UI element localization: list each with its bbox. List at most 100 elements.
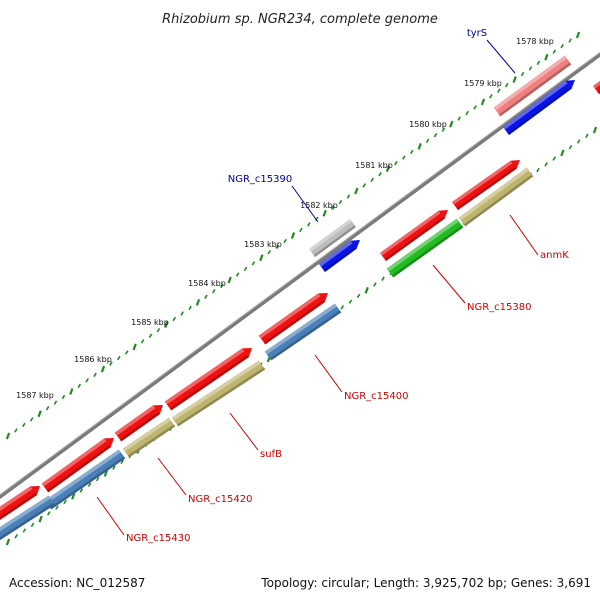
ruler-tick bbox=[348, 299, 353, 304]
ruler-tick bbox=[417, 143, 422, 150]
ruler-tick bbox=[528, 66, 533, 71]
gene-NGR_c15400-red[interactable] bbox=[258, 293, 328, 345]
gene-NGR_c15390[interactable] bbox=[309, 218, 356, 258]
gene-label-leader bbox=[96, 496, 125, 536]
gene-label[interactable]: anmK bbox=[540, 250, 569, 261]
ruler-tick bbox=[457, 116, 462, 121]
ruler-tick bbox=[156, 327, 161, 333]
ruler-tick bbox=[356, 293, 361, 299]
ruler-tick bbox=[425, 138, 430, 144]
gene-NGR_c15430[interactable] bbox=[0, 495, 56, 545]
ruler-tick bbox=[85, 378, 89, 383]
ruler-tick bbox=[585, 133, 589, 138]
ruler-tick bbox=[172, 316, 177, 322]
gene-NGR_c15390-blue[interactable] bbox=[319, 240, 360, 273]
gene-label[interactable]: tyrS bbox=[467, 28, 487, 39]
gene-edge-red[interactable] bbox=[593, 76, 600, 95]
ruler-tick bbox=[536, 167, 540, 173]
ruler-tick bbox=[53, 400, 58, 405]
ruler-tick bbox=[55, 505, 59, 510]
ruler-tick bbox=[299, 227, 303, 233]
ruler-tick bbox=[77, 383, 82, 389]
kbp-label-group: 1578 kbp 1579 kbp 1580 kbp 1581 kbp 1582 kbp… bbox=[16, 37, 554, 400]
ruler-tick bbox=[480, 98, 486, 106]
ruler-tick bbox=[465, 110, 469, 116]
ruler-tick bbox=[112, 465, 116, 470]
ruler-tick bbox=[61, 394, 66, 400]
gene-NGR_c15400[interactable] bbox=[264, 303, 342, 361]
ruler-tick bbox=[373, 282, 377, 287]
gene-label[interactable]: NGR_c15400 bbox=[344, 391, 409, 402]
kbp-label: 1579 kbp bbox=[464, 79, 502, 88]
accession-text: Accession: NC_012587 bbox=[9, 576, 146, 590]
ruler-tick bbox=[560, 149, 565, 157]
ruler-tick bbox=[204, 294, 208, 299]
ruler-tick bbox=[520, 71, 525, 77]
ruler-tick bbox=[103, 469, 108, 477]
gene-NGR_c15430-red[interactable] bbox=[41, 438, 114, 493]
kbp-label: 1581 kbp bbox=[355, 161, 393, 170]
ruler-tick bbox=[37, 410, 42, 418]
gene-NGR_c15420-red[interactable] bbox=[114, 405, 163, 442]
ruler-tick bbox=[46, 511, 51, 516]
ruler-tick bbox=[385, 165, 391, 173]
ruler-tick bbox=[251, 261, 256, 266]
gene-NGR_c15430[interactable] bbox=[44, 449, 126, 510]
ruler-tick bbox=[38, 515, 43, 523]
map-title: Rhizobium sp. NGR234, complete genome bbox=[162, 12, 438, 27]
ruler-tick bbox=[409, 149, 414, 155]
ruler-tick bbox=[330, 205, 335, 210]
gene-tyrS-blue[interactable] bbox=[503, 80, 575, 136]
gene-anmK-red[interactable] bbox=[452, 160, 520, 211]
ruler-tick bbox=[45, 405, 50, 411]
ruler-tick bbox=[370, 177, 374, 183]
ruler-tick bbox=[87, 482, 92, 487]
gene-anmK[interactable] bbox=[458, 167, 534, 227]
gene-label-leader bbox=[432, 264, 466, 304]
ruler-tick bbox=[227, 276, 232, 284]
gene-label[interactable]: NGR_c15420 bbox=[188, 494, 253, 505]
ruler-tick bbox=[512, 76, 517, 83]
genome-summary-text: Topology: circular; Length: 3,925,702 bp… bbox=[261, 576, 591, 590]
ruler-tick bbox=[473, 105, 477, 110]
ruler-tick bbox=[29, 417, 34, 422]
ruler-tick bbox=[346, 194, 351, 199]
gene-group bbox=[0, 55, 600, 545]
ruler-tick bbox=[449, 120, 454, 128]
ruler-tick bbox=[120, 459, 124, 465]
gene-label[interactable]: NGR_c15390 bbox=[228, 174, 293, 185]
ruler-tick bbox=[195, 298, 201, 306]
ruler-tick bbox=[148, 333, 153, 338]
ruler-tick bbox=[354, 187, 359, 195]
gene-label-group: tyrS NGR_c15390 anmK NGR_c15380 NGR_c15400su… bbox=[96, 28, 569, 544]
ruler-tick bbox=[433, 133, 438, 138]
ruler-tick bbox=[381, 276, 385, 281]
ruler-tick bbox=[219, 283, 224, 288]
ruler-tick bbox=[364, 286, 369, 294]
ruler-tick bbox=[93, 372, 97, 377]
gene-NGR_c15430-red[interactable] bbox=[0, 486, 40, 524]
ruler-tick bbox=[14, 534, 18, 539]
gene-sufB[interactable] bbox=[171, 360, 266, 427]
gene-sufB-red[interactable] bbox=[164, 348, 252, 411]
gene-NGR_c15380[interactable] bbox=[386, 218, 464, 278]
kbp-label: 1582 kbp bbox=[300, 201, 338, 210]
gene-label[interactable]: sufB bbox=[260, 449, 282, 460]
kbp-label: 1583 kbp bbox=[244, 240, 282, 249]
ruler-tick bbox=[568, 38, 572, 43]
ruler-tick bbox=[560, 43, 564, 49]
ruler-tick bbox=[544, 162, 548, 167]
gene-label[interactable]: NGR_c15380 bbox=[467, 302, 532, 313]
ruler-tick bbox=[259, 254, 264, 262]
kbp-label: 1580 kbp bbox=[409, 120, 447, 129]
gene-label[interactable]: NGR_c15430 bbox=[126, 533, 191, 544]
ruler-tick bbox=[338, 199, 343, 205]
gene-label-leader bbox=[509, 214, 539, 256]
gene-tyrS[interactable] bbox=[493, 55, 572, 117]
gene-NGR_c15380-red[interactable] bbox=[380, 210, 448, 262]
ruler-tick bbox=[30, 522, 35, 528]
ruler-tick bbox=[552, 156, 557, 161]
ruler-tick bbox=[362, 183, 367, 188]
gene-NGR_c15420[interactable] bbox=[122, 417, 176, 458]
ruler-tick bbox=[180, 311, 184, 316]
